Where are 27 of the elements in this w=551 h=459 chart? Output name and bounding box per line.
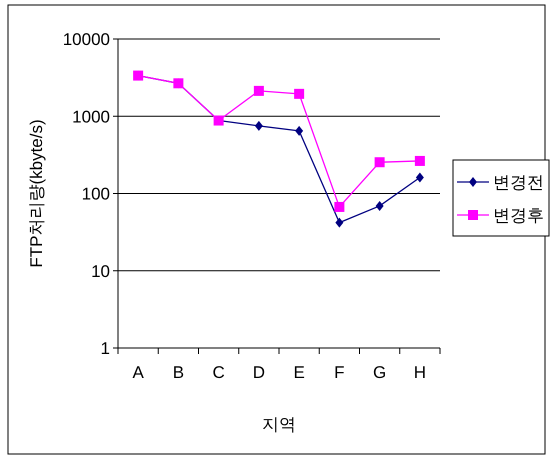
x-tick-label: E [293, 363, 305, 382]
point [334, 202, 344, 212]
x-axis-title: 지역 [262, 415, 296, 434]
point [376, 200, 384, 211]
x-tick-label: B [172, 363, 184, 382]
point [254, 120, 263, 131]
y-tick-label: 10000 [62, 30, 110, 49]
y-tick-label: 1 [100, 339, 110, 358]
x-tick-label: G [373, 363, 386, 382]
legend-label: 변경후 [493, 206, 544, 225]
y-tick-label: 1000 [72, 107, 110, 126]
point [414, 156, 425, 166]
legend-label: 변경전 [493, 173, 544, 192]
point [295, 126, 304, 136]
x-tick-label: H [414, 363, 426, 382]
point [335, 218, 344, 228]
point [294, 88, 304, 99]
x-tick-label: C [212, 363, 225, 382]
x-tick-label: A [132, 363, 144, 382]
point [416, 172, 424, 183]
y-tick-label: 100 [82, 184, 110, 204]
point [254, 86, 264, 96]
x-tick-label: F [334, 363, 345, 382]
x-tick-label: D [252, 363, 266, 382]
point [374, 157, 385, 168]
y-axis-title: FTP처리량(kbyte/s) [27, 119, 46, 268]
y-tick-label: 10 [91, 262, 110, 281]
